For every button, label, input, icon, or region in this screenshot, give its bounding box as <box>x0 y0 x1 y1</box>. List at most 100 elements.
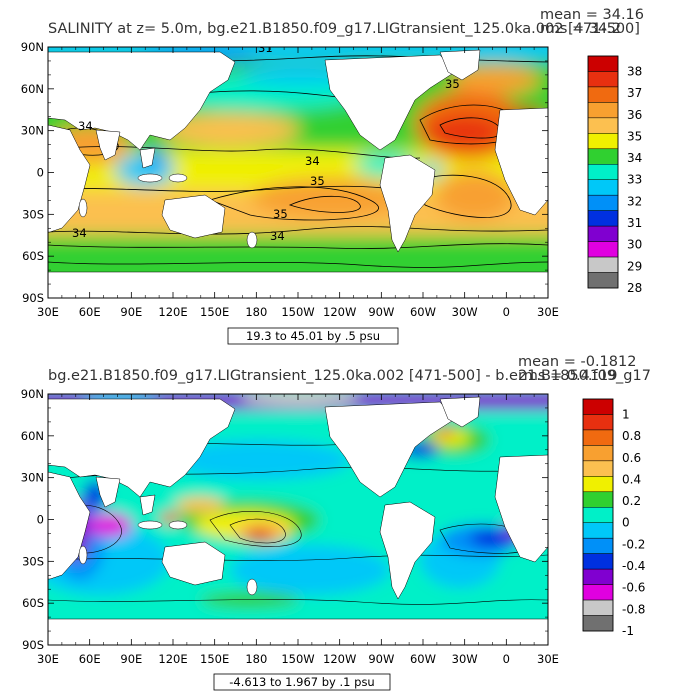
colorbar-label: 29 <box>627 259 642 273</box>
colorbar-swatch <box>582 398 614 415</box>
y-tick-label: 30N <box>21 124 44 138</box>
colorbar-label: -0.6 <box>622 581 645 595</box>
difference-range-box <box>213 673 391 691</box>
colorbar-label: -1 <box>622 624 634 638</box>
x-tick-label: 150E <box>200 652 229 666</box>
colorbar-swatch <box>587 164 619 180</box>
salinity-title: SALINITY at z= 5.0m, bg.e21.B1850.f09_g1… <box>48 21 640 37</box>
contour-label: 35 <box>445 77 460 91</box>
colorbar-label: 1 <box>622 407 630 421</box>
x-tick-label: 120E <box>158 305 187 319</box>
colorbar-swatch <box>582 553 614 570</box>
colorbar-swatch <box>587 55 619 72</box>
colorbar-label: 0 <box>622 516 630 530</box>
x-tick-label: 120W <box>323 305 356 319</box>
colorbar-swatch <box>582 414 614 431</box>
x-tick-label: 150E <box>200 305 229 319</box>
colorbar-label: 0.8 <box>622 429 641 443</box>
x-tick-label: 180 <box>245 305 267 319</box>
contour-label: 34 <box>305 154 320 168</box>
salinity-map: 31 34 35 34 35 34 34 35 <box>48 47 548 298</box>
colorbar-label: 38 <box>627 64 642 78</box>
difference-map <box>48 394 548 645</box>
y-tick-label: 60N <box>21 429 44 443</box>
y-tick-label: 90S <box>22 638 44 652</box>
colorbar-swatch <box>587 272 619 289</box>
x-tick-label: 60E <box>79 305 101 319</box>
x-tick-label: 60E <box>79 652 101 666</box>
difference-range-label: -4.613 to 1.967 by .1 psu <box>229 675 374 689</box>
y-tick-label: 90S <box>22 291 44 305</box>
salinity-mean: mean = 34.16 <box>540 7 644 23</box>
salinity-range-box <box>227 327 399 345</box>
colorbar-frame <box>587 55 619 289</box>
colorbar-swatch <box>582 615 614 632</box>
difference-rms: rms = 0.4119 <box>518 368 618 384</box>
colorbar-label: -0.8 <box>622 602 645 616</box>
colorbar-label: 0.4 <box>622 472 641 486</box>
colorbar-swatch <box>587 241 619 258</box>
contour-label: 35 <box>273 207 288 221</box>
y-tick-label: 0 <box>37 513 44 527</box>
x-tick-label: 30W <box>452 652 478 666</box>
colorbar-label: 30 <box>627 238 642 252</box>
colorbar-swatch <box>582 476 614 493</box>
y-tick-label: 0 <box>37 166 44 180</box>
colorbar-label: 31 <box>627 216 642 230</box>
difference-mean: mean = -0.1812 <box>518 354 636 370</box>
colorbar-swatch <box>582 584 614 601</box>
colorbar-swatch <box>587 71 619 88</box>
difference-colorbar: 1 0.8 0.6 0.4 0.2 0 -0.2 -0.4 -0.6 -0.8 -1 <box>582 398 645 638</box>
x-tick-label: 30E <box>537 305 559 319</box>
colorbar-label: -0.2 <box>622 537 645 551</box>
colorbar-frame <box>582 398 614 632</box>
colorbar-swatch <box>587 256 619 273</box>
x-tick-label: 90E <box>120 305 142 319</box>
x-tick-label: 60W <box>410 305 436 319</box>
colorbar-swatch <box>587 210 619 227</box>
y-tick-label: 90N <box>21 40 44 54</box>
colorbar-label: 36 <box>627 108 642 122</box>
contour-label: 34 <box>270 229 285 243</box>
colorbar-swatch <box>582 460 614 477</box>
colorbar-label: 28 <box>627 281 642 295</box>
x-tick-label: 150W <box>281 305 314 319</box>
colorbar-swatch <box>582 507 614 523</box>
x-tick-label: 30E <box>37 305 59 319</box>
colorbar-swatch <box>587 133 619 150</box>
x-tick-label: 150W <box>281 652 314 666</box>
salinity-range-label: 19.3 to 45.01 by .5 psu <box>246 329 380 343</box>
x-tick-label: 30W <box>452 305 478 319</box>
colorbar-swatch <box>582 429 614 446</box>
contour-label: 35 <box>310 174 325 188</box>
x-tick-label: 120W <box>323 652 356 666</box>
colorbar-label: 32 <box>627 194 642 208</box>
colorbar-swatch <box>582 537 614 554</box>
colorbar-swatch <box>582 522 614 539</box>
salinity-axes: 30E 60E 90E 120E 150E 180 150W 120W 90W 60W 30W 0 30… <box>21 40 559 319</box>
y-tick-label: 30S <box>22 554 44 568</box>
colorbar-swatch <box>582 491 614 508</box>
difference-title: bg.e21.B1850.f09_g17.LIGtransient_125.0k… <box>48 368 651 384</box>
colorbar-swatch <box>582 568 614 585</box>
x-tick-label: 180 <box>245 652 267 666</box>
colorbar-label: 0.6 <box>622 451 641 465</box>
salinity-rms: rms = 34.2 <box>540 21 621 37</box>
colorbar-swatch <box>587 86 619 103</box>
colorbar-swatch <box>582 445 614 462</box>
colorbar-swatch <box>587 225 619 242</box>
x-tick-label: 90E <box>120 652 142 666</box>
x-tick-label: 90W <box>368 652 394 666</box>
contour-label: 34 <box>78 119 93 133</box>
difference-panel: 30E 60E 90E 120E 150E 180 150W 120W 90W 60W 30W 0 30… <box>21 354 651 691</box>
x-tick-label: 120E <box>158 652 187 666</box>
colorbar-swatch <box>587 117 619 134</box>
colorbar-swatch <box>587 179 619 196</box>
colorbar-swatch <box>587 102 619 119</box>
colorbar-label: 35 <box>627 129 642 143</box>
contour-label: 34 <box>72 226 87 240</box>
salinity-colorbar: 38 37 36 35 34 33 32 31 30 29 28 <box>587 55 642 295</box>
y-tick-label: 90N <box>21 387 44 401</box>
colorbar-label: 33 <box>627 173 642 187</box>
